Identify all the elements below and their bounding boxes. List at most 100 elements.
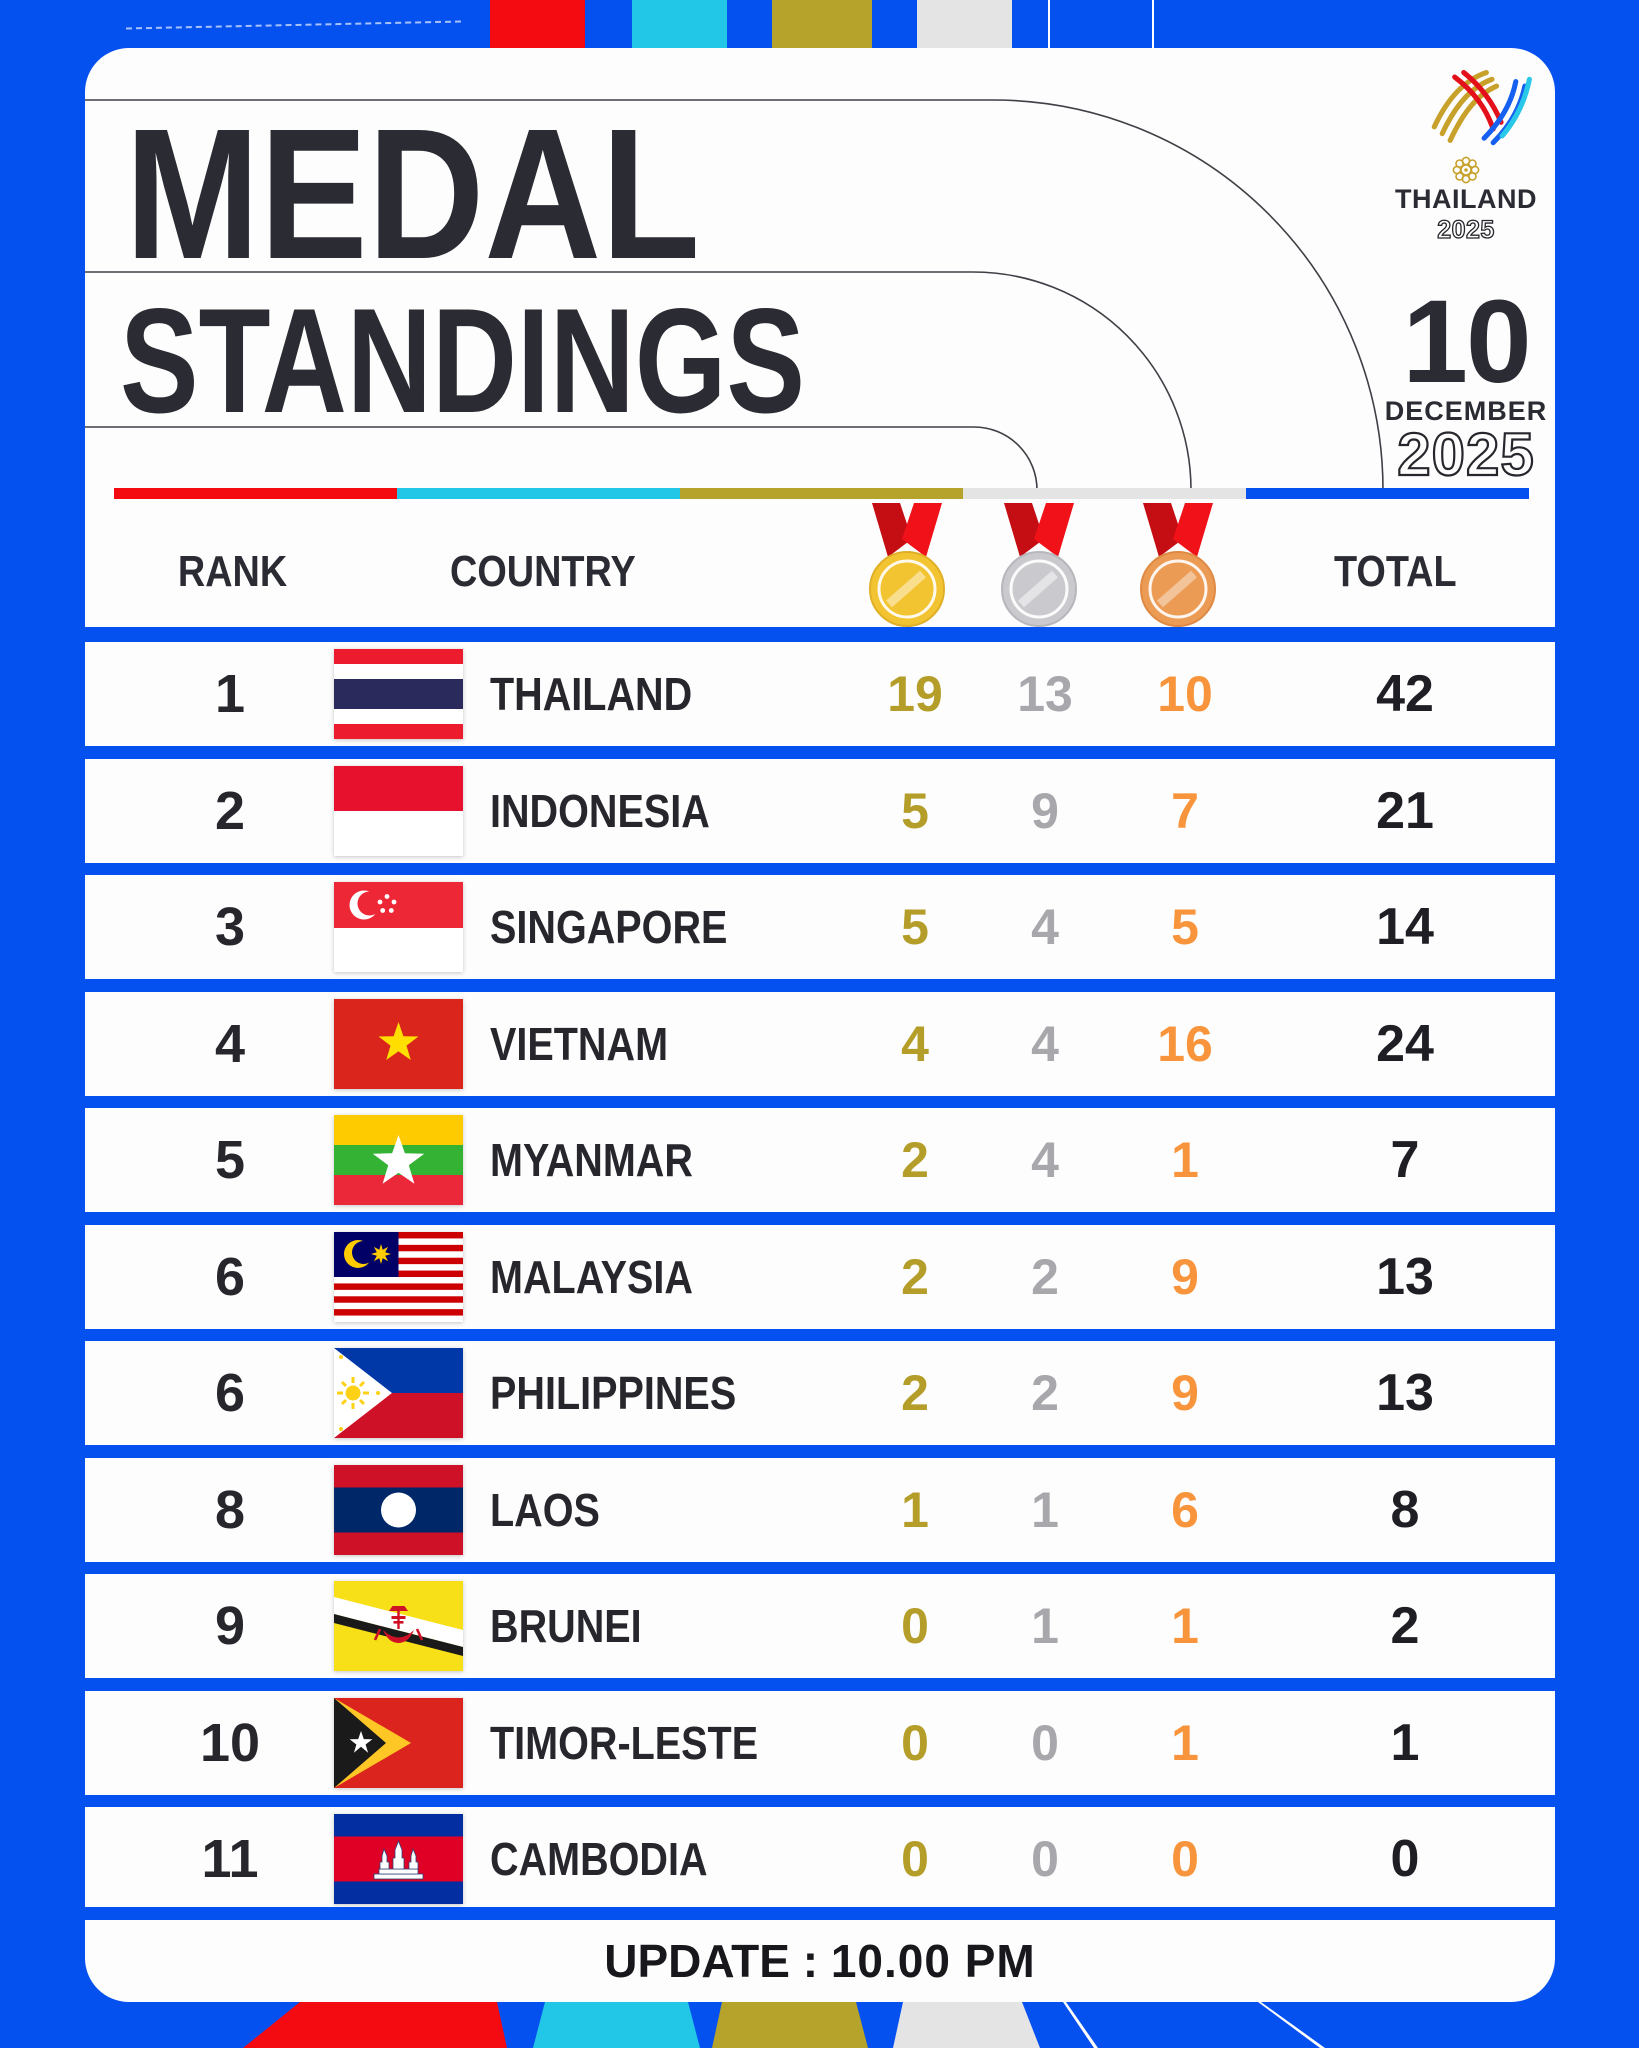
logo-year-label: 2025 (1437, 215, 1495, 244)
row-gap (85, 1561, 1555, 1574)
gold-count: 0 (901, 1598, 929, 1654)
page-title-line2: STANDINGS (120, 277, 805, 444)
separator-gray (963, 488, 1246, 499)
top-decor-dashed-line (126, 20, 461, 30)
column-header-country: COUNTRY (450, 547, 636, 596)
update-label: UPDATE (604, 1935, 790, 1987)
bronze-count: 7 (1171, 782, 1199, 839)
gold-count: 5 (901, 899, 929, 955)
column-header-total: TOTAL (1333, 547, 1457, 596)
laos-flag (334, 1464, 463, 1555)
update-separator: : (802, 1935, 819, 1987)
gold-flower-icon (1452, 156, 1480, 184)
gold-count: 1 (901, 1481, 929, 1538)
total-count: 21 (1376, 781, 1434, 840)
row-gap (85, 1907, 1555, 1920)
malaysia-flag (334, 1231, 463, 1322)
bronze-count: 6 (1171, 1481, 1199, 1538)
country-name: MALAYSIA (490, 1250, 693, 1303)
gold-count: 2 (901, 1365, 929, 1421)
silver-count: 2 (1031, 1365, 1059, 1421)
total-count: 13 (1376, 1247, 1434, 1306)
gold-count: 4 (901, 1015, 929, 1072)
country-name: INDONESIA (490, 784, 710, 837)
separator-gold (680, 488, 963, 499)
separator-blue (1246, 488, 1529, 499)
row-gap (85, 1095, 1555, 1108)
separator-red (114, 488, 397, 499)
total-count: 8 (1390, 1480, 1420, 1539)
bottom-decor-white-line-2 (1258, 2002, 1325, 2048)
date-block: 10 DECEMBER 2025 (1366, 276, 1566, 488)
gold-count: 2 (901, 1248, 929, 1305)
row-gap (85, 746, 1555, 759)
date-day: 10 (1402, 276, 1531, 408)
gold-count: 0 (901, 1714, 929, 1771)
total-count: 24 (1376, 1014, 1434, 1073)
column-header-rank: RANK (178, 547, 288, 596)
cambodia-flag (334, 1814, 463, 1904)
bronze-count: 9 (1171, 1365, 1199, 1421)
rank-cell: 4 (214, 1013, 246, 1074)
table-row: 1 THAILAND 19 13 10 42 (85, 642, 1555, 746)
row-gap (85, 1445, 1555, 1458)
rank-cell: 5 (214, 1130, 246, 1190)
bottom-decor-cyan (533, 2002, 700, 2048)
table-row: 9 BRUNEI 0 1 1 2 (85, 1574, 1555, 1678)
bottom-decor-stripes (243, 2002, 1325, 2048)
silver-count: 4 (1031, 899, 1059, 955)
row-gap (85, 862, 1555, 875)
rank-cell: 11 (201, 1829, 259, 1889)
bronze-count: 10 (1157, 666, 1213, 722)
bronze-count: 1 (1171, 1714, 1199, 1771)
date-month: DECEMBER (1384, 396, 1548, 426)
date-year: 2025 (1396, 421, 1535, 488)
standings-rows: 1 THAILAND 19 13 10 42 2 INDONESIA 5 9 7… (85, 642, 1555, 1922)
total-count: 14 (1376, 898, 1434, 956)
total-count: 13 (1376, 1364, 1434, 1422)
silver-count: 1 (1031, 1598, 1059, 1654)
bronze-medal-icon (1140, 503, 1216, 627)
table-row: 8 LAOS 1 1 6 8 (85, 1457, 1555, 1562)
indonesia-flag (334, 765, 463, 856)
header-arc-inner (85, 426, 1038, 491)
brunei-flag (334, 1581, 463, 1671)
top-decor-white-line-2 (1152, 0, 1154, 48)
total-count: 0 (1390, 1830, 1420, 1888)
rank-cell: 2 (214, 780, 246, 841)
rank-cell: 6 (214, 1246, 246, 1307)
total-count: 7 (1390, 1131, 1420, 1189)
bronze-count: 16 (1157, 1015, 1213, 1072)
bottom-decor-red (243, 2002, 507, 2048)
top-decor-gold (772, 0, 872, 48)
silver-count: 13 (1017, 666, 1073, 722)
rank-cell: 10 (199, 1712, 261, 1773)
top-decor-cyan (632, 0, 727, 48)
silver-count: 0 (1031, 1714, 1059, 1771)
silver-count: 4 (1031, 1015, 1059, 1072)
logo-country-label: THAILAND (1395, 184, 1537, 214)
country-name: VIETNAM (490, 1017, 669, 1070)
top-decor-red (490, 0, 585, 48)
country-name: SINGAPORE (490, 901, 728, 953)
rank-cell: 1 (214, 664, 246, 724)
top-decor-white-line-1 (1048, 0, 1050, 48)
philippines-flag (334, 1348, 463, 1438)
country-name: LAOS (490, 1483, 600, 1536)
total-count: 1 (1390, 1713, 1420, 1772)
silver-medal-icon (1001, 503, 1077, 627)
table-row: 6 MALAYSIA 2 2 9 13 (85, 1224, 1555, 1329)
country-name: THAILAND (490, 668, 693, 720)
silver-count: 9 (1031, 782, 1059, 839)
table-row: 5 MYANMAR 2 4 1 7 (85, 1108, 1555, 1212)
header-arcs-and-title: MEDAL STANDINGS (85, 91, 1384, 491)
silver-count: 1 (1031, 1481, 1059, 1538)
timor-leste-flag (334, 1697, 463, 1788)
bronze-count: 0 (1171, 1831, 1199, 1887)
rank-cell: 8 (214, 1479, 246, 1540)
gold-medal-icon (869, 503, 945, 627)
country-name: CAMBODIA (490, 1833, 708, 1885)
country-name: MYANMAR (490, 1134, 693, 1186)
separator-cyan (397, 488, 680, 499)
